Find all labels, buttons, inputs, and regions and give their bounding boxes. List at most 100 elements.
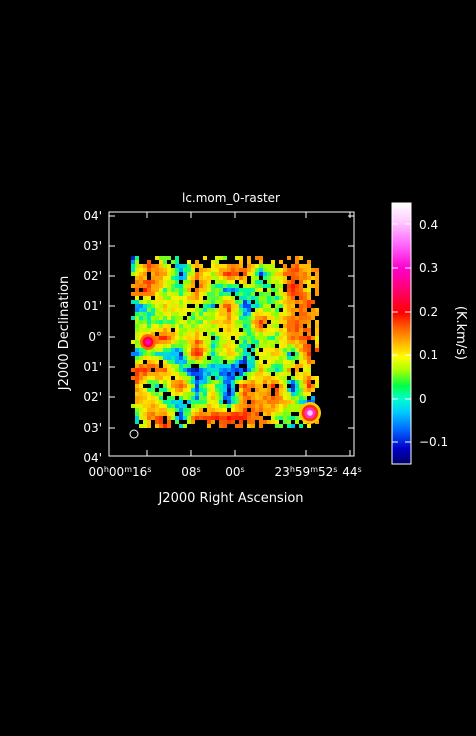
image-pixel: [135, 332, 139, 336]
image-pixel: [187, 276, 191, 280]
image-pixel: [307, 376, 311, 380]
image-pixel: [219, 384, 223, 388]
image-pixel: [223, 304, 227, 308]
image-pixel: [243, 340, 247, 344]
image-pixel: [303, 360, 307, 364]
image-pixel: [223, 408, 227, 412]
image-pixel: [187, 352, 191, 356]
image-pixel: [147, 356, 151, 360]
image-pixel: [239, 264, 243, 268]
image-pixel: [219, 356, 223, 360]
image-pixel: [167, 412, 171, 416]
image-pixel: [307, 360, 311, 364]
image-pixel: [291, 356, 295, 360]
image-pixel: [251, 416, 255, 420]
image-pixel: [287, 368, 291, 372]
image-pixel: [307, 264, 311, 268]
image-pixel: [235, 332, 239, 336]
image-pixel: [263, 396, 267, 400]
image-pixel: [195, 308, 199, 312]
image-pixel: [195, 360, 199, 364]
image-pixel: [147, 348, 151, 352]
plot-frame: [108, 211, 355, 457]
image-pixel: [215, 256, 219, 260]
image-pixel: [255, 396, 259, 400]
image-pixel: [227, 372, 231, 376]
image-pixel: [187, 320, 191, 324]
image-pixel: [199, 416, 203, 420]
image-pixel: [215, 336, 219, 340]
image-pixel: [159, 368, 163, 372]
image-pixel: [231, 404, 235, 408]
image-pixel: [211, 356, 215, 360]
image-pixel: [143, 424, 147, 428]
image-pixel: [307, 280, 311, 284]
image-pixel: [283, 404, 287, 408]
image-pixel: [195, 376, 199, 380]
image-pixel: [151, 264, 155, 268]
image-pixel: [283, 376, 287, 380]
image-pixel: [227, 380, 231, 384]
image-pixel: [247, 376, 251, 380]
image-pixel: [267, 340, 271, 344]
image-pixel: [243, 384, 247, 388]
image-pixel: [223, 316, 227, 320]
image-pixel: [191, 344, 195, 348]
image-pixel: [311, 316, 315, 320]
image-pixel: [303, 356, 307, 360]
image-pixel: [299, 372, 303, 376]
image-pixel: [251, 336, 255, 340]
image-pixel: [163, 328, 167, 332]
image-pixel: [295, 320, 299, 324]
image-pixel: [179, 300, 183, 304]
image-pixel: [247, 264, 251, 268]
image-pixel: [291, 396, 295, 400]
image-pixel: [191, 376, 195, 380]
image-pixel: [171, 340, 175, 344]
image-pixel: [135, 336, 139, 340]
image-pixel: [267, 304, 271, 308]
image-pixel: [259, 388, 263, 392]
image-pixel: [195, 392, 199, 396]
image-pixel: [171, 296, 175, 300]
image-pixel: [263, 308, 267, 312]
image-pixel: [139, 392, 143, 396]
image-pixel: [291, 376, 295, 380]
image-pixel: [267, 312, 271, 316]
image-pixel: [203, 388, 207, 392]
image-pixel: [187, 268, 191, 272]
image-pixel: [259, 424, 263, 428]
image-pixel: [299, 352, 303, 356]
image-pixel: [211, 368, 215, 372]
image-pixel: [239, 404, 243, 408]
image-pixel: [219, 352, 223, 356]
image-pixel: [287, 372, 291, 376]
image-pixel: [179, 384, 183, 388]
image-pixel: [219, 292, 223, 296]
image-pixel: [263, 340, 267, 344]
image-pixel: [195, 416, 199, 420]
image-pixel: [207, 380, 211, 384]
image-pixel: [295, 316, 299, 320]
image-pixel: [263, 276, 267, 280]
image-pixel: [295, 372, 299, 376]
moment-zero-image[interactable]: [131, 256, 321, 428]
image-pixel: [179, 304, 183, 308]
image-pixel: [207, 420, 211, 424]
image-pixel: [147, 280, 151, 284]
image-pixel: [307, 380, 311, 384]
image-pixel: [307, 316, 311, 320]
image-pixel: [155, 256, 159, 260]
image-pixel: [231, 396, 235, 400]
image-pixel: [279, 340, 283, 344]
image-pixel: [171, 372, 175, 376]
image-pixel: [295, 340, 299, 344]
image-pixel: [219, 264, 223, 268]
image-pixel: [167, 280, 171, 284]
image-pixel: [279, 348, 283, 352]
image-pixel: [227, 304, 231, 308]
image-pixel: [279, 296, 283, 300]
image-pixel: [267, 264, 271, 268]
image-pixel: [139, 368, 143, 372]
